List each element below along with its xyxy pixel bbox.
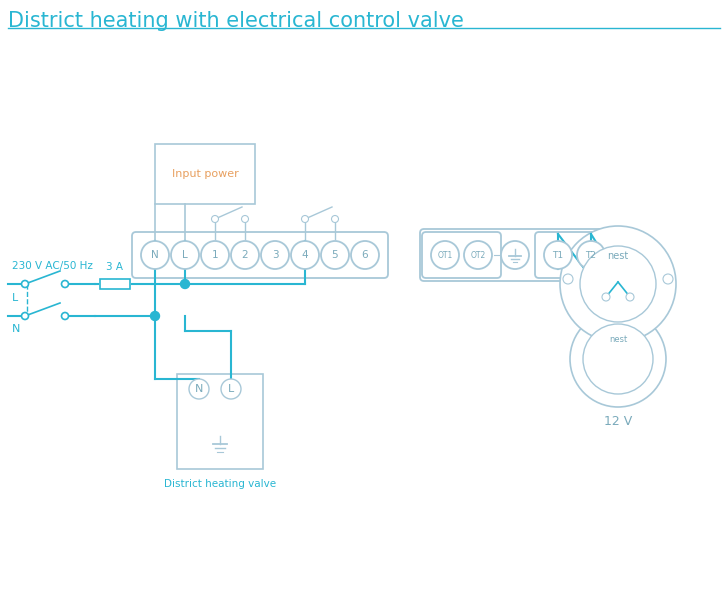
Text: District heating with electrical control valve: District heating with electrical control… [8,11,464,31]
Circle shape [560,226,676,342]
Text: L: L [228,384,234,394]
Text: nest: nest [607,251,628,261]
Circle shape [331,216,339,223]
Circle shape [61,312,68,320]
Circle shape [580,246,656,322]
Bar [177,374,263,469]
Circle shape [431,241,459,269]
FancyBboxPatch shape [132,232,388,278]
Text: OT1: OT1 [438,251,453,260]
Text: Input power: Input power [172,169,238,179]
Text: N: N [195,384,203,394]
FancyBboxPatch shape [422,232,501,278]
Circle shape [464,241,492,269]
Text: 5: 5 [332,250,339,260]
Bar [155,144,255,204]
Text: District heating valve: District heating valve [164,479,276,489]
Text: 4: 4 [301,250,309,260]
Circle shape [570,311,666,407]
Circle shape [212,216,218,223]
Circle shape [321,241,349,269]
Circle shape [22,280,28,287]
Circle shape [663,274,673,284]
Circle shape [221,379,241,399]
Text: T1: T1 [553,251,563,260]
Text: OT2: OT2 [470,251,486,260]
Circle shape [602,293,610,301]
Text: 1: 1 [212,250,218,260]
Circle shape [291,241,319,269]
Text: 3: 3 [272,250,278,260]
Circle shape [141,241,169,269]
Circle shape [242,216,248,223]
Text: 230 V AC/50 Hz: 230 V AC/50 Hz [12,261,93,271]
Circle shape [563,274,573,284]
Text: L: L [182,250,188,260]
Circle shape [626,293,634,301]
Circle shape [577,241,605,269]
Text: 12 V: 12 V [604,415,632,428]
Circle shape [301,216,309,223]
Circle shape [189,379,209,399]
Circle shape [61,280,68,287]
Circle shape [151,311,159,321]
Circle shape [583,324,653,394]
Text: T2: T2 [585,251,596,260]
FancyBboxPatch shape [535,232,614,278]
Bar [100,279,130,289]
Circle shape [261,241,289,269]
Text: 2: 2 [242,250,248,260]
Text: 3 A: 3 A [106,262,124,272]
Text: nest: nest [609,334,627,343]
Circle shape [171,241,199,269]
Circle shape [22,312,28,320]
Text: N: N [12,324,20,334]
Circle shape [181,280,189,289]
Text: L: L [12,293,18,303]
Circle shape [544,241,572,269]
Circle shape [231,241,259,269]
Text: N: N [151,250,159,260]
Text: 6: 6 [362,250,368,260]
Circle shape [351,241,379,269]
Circle shape [201,241,229,269]
Circle shape [501,241,529,269]
